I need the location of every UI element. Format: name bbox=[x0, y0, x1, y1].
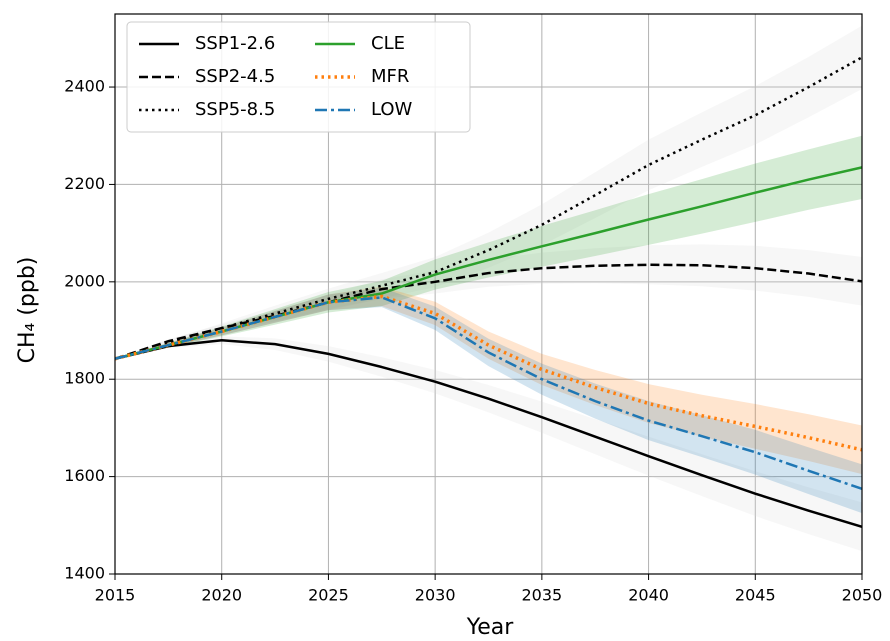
series-line bbox=[114, 296, 863, 490]
y-tick-label: 1600 bbox=[64, 466, 105, 485]
series-line bbox=[114, 339, 863, 528]
y-tick-label: 2400 bbox=[64, 77, 105, 96]
legend-label: SSP1-2.6 bbox=[195, 33, 275, 54]
series-line bbox=[114, 263, 863, 360]
x-tick-label: 2050 bbox=[842, 586, 883, 605]
x-tick-label: 2015 bbox=[95, 586, 136, 605]
y-axis-label: CH₄ (ppb) bbox=[15, 257, 40, 364]
x-tick-label: 2040 bbox=[628, 586, 669, 605]
legend-box bbox=[126, 21, 471, 133]
legend-label: LOW bbox=[371, 99, 413, 120]
legend-label: SSP5-8.5 bbox=[195, 99, 275, 120]
plot-frame bbox=[114, 13, 863, 575]
uncertainty-band bbox=[115, 286, 862, 475]
legend-label: MFR bbox=[371, 66, 409, 87]
uncertainty-band bbox=[115, 135, 862, 359]
x-tick-label: 2030 bbox=[415, 586, 456, 605]
x-tick-label: 2020 bbox=[201, 586, 242, 605]
legend-label: SSP2-4.5 bbox=[195, 66, 275, 87]
x-tick-label: 2045 bbox=[735, 586, 776, 605]
legend-label: CLE bbox=[371, 33, 405, 54]
x-tick-label: 2025 bbox=[308, 586, 349, 605]
uncertainty-band bbox=[115, 244, 862, 359]
x-tick-label: 2035 bbox=[521, 586, 562, 605]
x-axis-label: Year bbox=[466, 615, 515, 640]
legend: SSP1-2.6 SSP2-4.5 SSP5-8.5 CLE MFR LOW bbox=[126, 21, 471, 133]
plot-area bbox=[114, 25, 863, 552]
y-tick-label: 2000 bbox=[64, 271, 105, 290]
y-tick-label: 1800 bbox=[64, 369, 105, 388]
y-tick-label: 2200 bbox=[64, 174, 105, 193]
y-tick-label: 1400 bbox=[64, 564, 105, 583]
series-line bbox=[114, 166, 863, 360]
